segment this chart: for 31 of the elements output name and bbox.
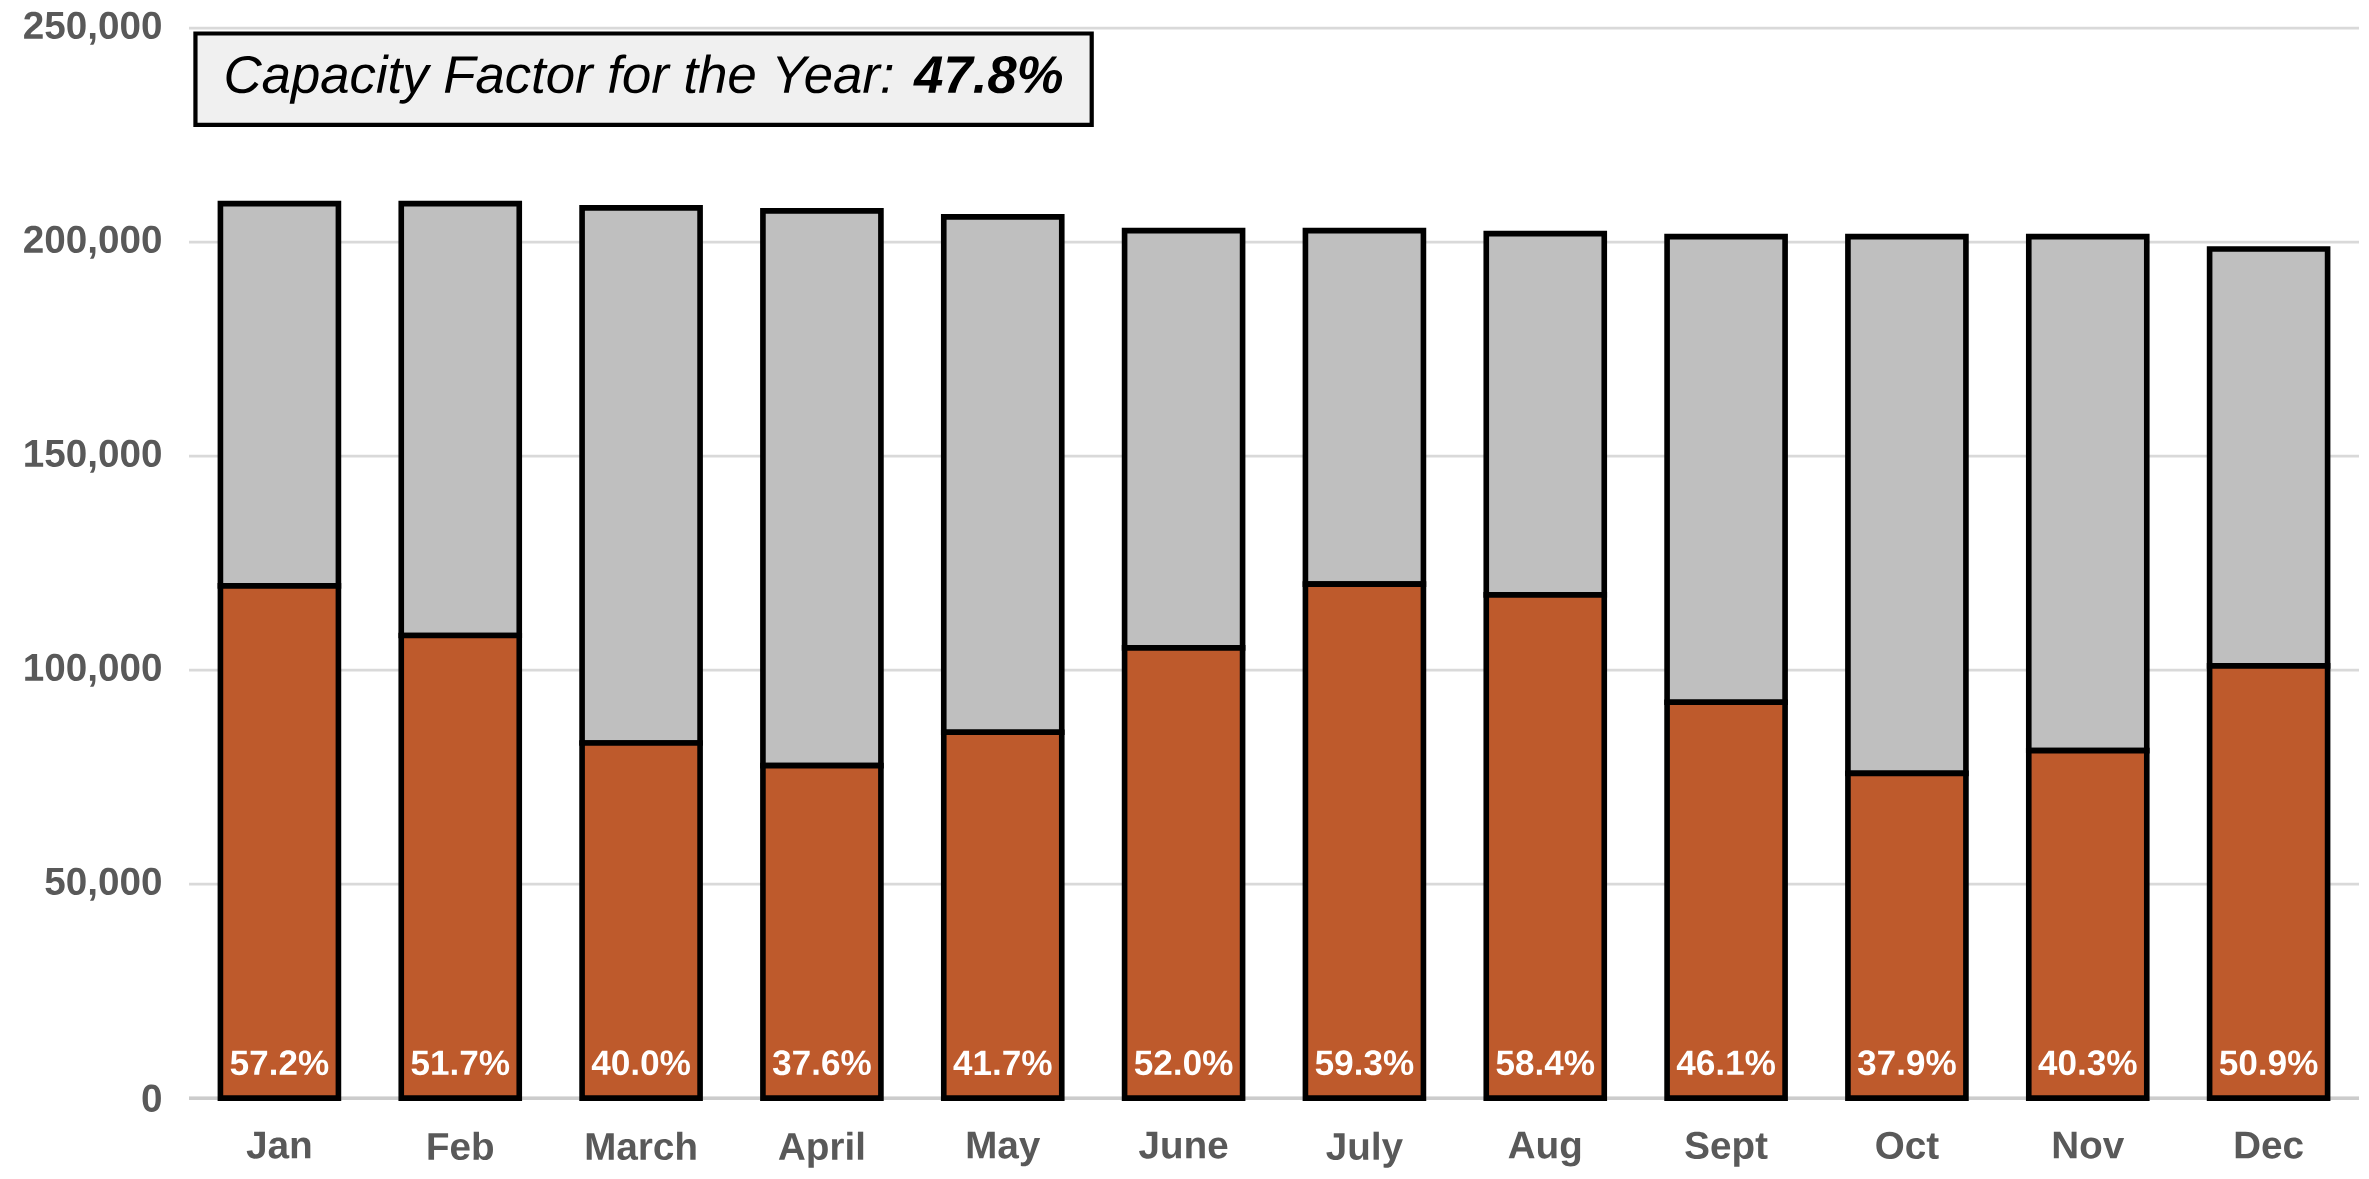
annotation: 37.6% — [772, 1050, 871, 1075]
annotation: 37.9% — [1857, 1050, 1956, 1075]
y-tick-label: 200,000 — [24, 225, 161, 259]
chart-title: Capacity Factor for the Year: 47.8% — [226, 54, 1063, 104]
x-tick-label: Dec — [2235, 1131, 2303, 1159]
x-tick-label: April — [778, 1131, 864, 1168]
annotation: 40.0% — [591, 1050, 690, 1075]
annotation: 41.7% — [953, 1050, 1052, 1075]
annotation: 40.3% — [2038, 1050, 2137, 1075]
x-tick-label: Feb — [428, 1131, 493, 1160]
x-tick-label: Oct — [1876, 1131, 1939, 1159]
x-tick-label: July — [1326, 1131, 1403, 1168]
x-tick-label: March — [586, 1131, 696, 1160]
annotation: 51.7% — [411, 1050, 510, 1075]
annotation: 59.3% — [1315, 1050, 1414, 1075]
x-tick-label: May — [967, 1131, 1041, 1167]
x-tick-label: Aug — [1508, 1131, 1581, 1167]
annotation: 50.9% — [2219, 1050, 2318, 1075]
x-tick-label: Nov — [2053, 1131, 2125, 1159]
y-tick-label: 0 — [142, 1084, 161, 1112]
x-tick-label: Jan — [246, 1131, 311, 1159]
x-tick-label: June — [1139, 1131, 1228, 1159]
annotation: 58.4% — [1496, 1050, 1595, 1075]
annotation: 46.1% — [1676, 1050, 1775, 1075]
y-tick-label: 150,000 — [25, 439, 161, 473]
y-tick-label: 100,000 — [25, 653, 161, 687]
annotation: 52.0% — [1134, 1050, 1233, 1075]
y-tick-label: 50,000 — [45, 867, 161, 901]
x-tick-label: Sept — [1685, 1131, 1768, 1167]
y-tick-label: 250,000 — [24, 11, 161, 45]
annotation: 57.2% — [230, 1050, 329, 1075]
